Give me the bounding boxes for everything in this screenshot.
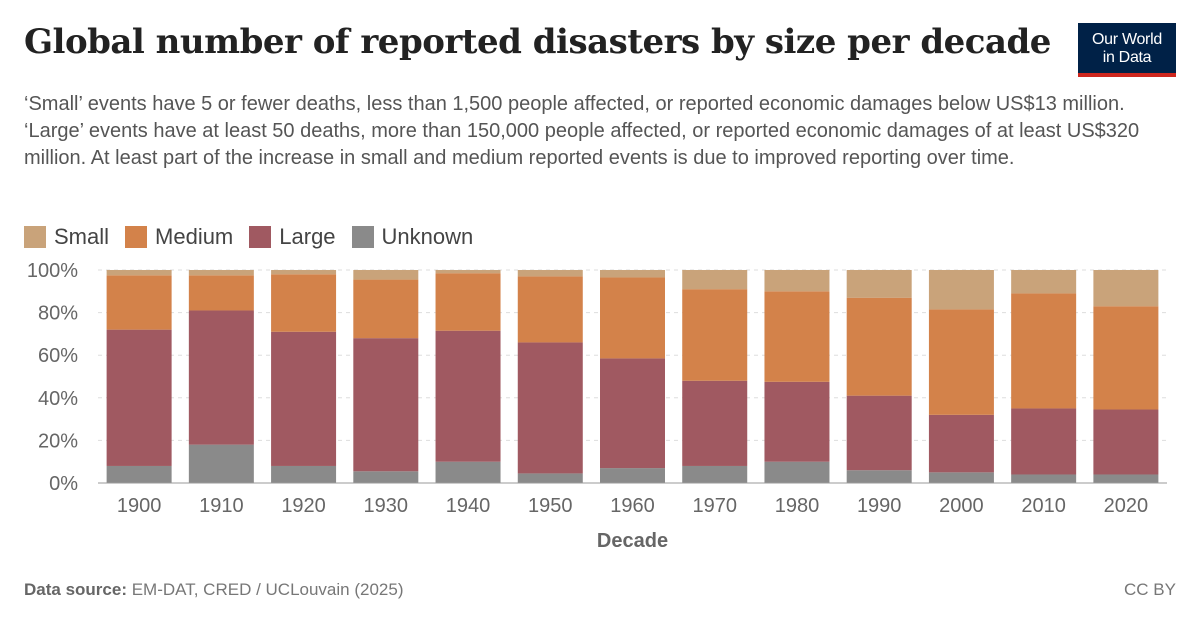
y-tick-label: 0%: [49, 473, 78, 495]
bar-segment-medium: [847, 298, 912, 396]
bar-segment-unknown: [764, 462, 829, 483]
bar-segment-small: [600, 270, 665, 277]
legend-item-unknown[interactable]: Unknown: [352, 224, 474, 250]
x-tick-label: 2000: [939, 495, 984, 517]
bar-segment-small: [929, 270, 994, 309]
bar-segment-unknown: [353, 471, 418, 483]
legend-swatch: [249, 226, 271, 248]
data-source-text[interactable]: EM-DAT, CRED / UCLouvain (2025): [132, 580, 404, 599]
y-tick-label: 100%: [27, 260, 78, 282]
x-tick-label: 1920: [281, 495, 326, 517]
bar-segment-small: [189, 270, 254, 275]
bar-segment-small: [682, 270, 747, 289]
bar-segment-medium: [107, 275, 172, 329]
bar-segment-medium: [764, 291, 829, 382]
legend-label: Large: [279, 224, 335, 250]
y-tick-label: 20%: [38, 430, 78, 452]
x-tick-label: 1950: [528, 495, 573, 517]
legend-item-medium[interactable]: Medium: [125, 224, 233, 250]
bar-segment-large: [518, 342, 583, 473]
x-tick-label: 1960: [610, 495, 655, 517]
legend-swatch: [24, 226, 46, 248]
bar-segment-small: [764, 270, 829, 291]
legend-swatch: [352, 226, 374, 248]
bar-segment-large: [929, 415, 994, 473]
bar-segment-unknown: [271, 466, 336, 483]
bar-segment-large: [107, 330, 172, 466]
bar-segment-large: [271, 332, 336, 466]
bar-segment-small: [1011, 270, 1076, 293]
bar-segment-small: [107, 270, 172, 275]
x-tick-label: 1930: [364, 495, 409, 517]
bar-segment-medium: [436, 273, 501, 331]
bar-segment-unknown: [682, 466, 747, 483]
x-tick-label: 1970: [692, 495, 737, 517]
bar-segment-medium: [600, 277, 665, 358]
bar-segment-unknown: [600, 468, 665, 483]
logo-line-2: in Data: [1078, 49, 1176, 67]
x-tick-label: 1900: [117, 495, 162, 517]
legend: Small Medium Large Unknown: [24, 224, 489, 250]
y-tick-label: 40%: [38, 388, 78, 410]
bar-segment-medium: [353, 280, 418, 339]
bar-segment-medium: [929, 309, 994, 414]
bar-segment-medium: [189, 275, 254, 310]
y-tick-label: 60%: [38, 345, 78, 367]
legend-label: Small: [54, 224, 109, 250]
bar-segment-small: [518, 270, 583, 276]
x-tick-label: 1980: [775, 495, 820, 517]
chart-subtitle: ‘Small’ events have 5 or fewer deaths, l…: [24, 91, 1164, 172]
bar-segment-unknown: [518, 473, 583, 483]
bar-segment-large: [682, 381, 747, 466]
x-tick-label: 1940: [446, 495, 491, 517]
bar-segment-medium: [518, 276, 583, 342]
bar-segment-large: [189, 310, 254, 444]
legend-label: Unknown: [382, 224, 474, 250]
bar-segment-large: [600, 358, 665, 468]
bar-segment-unknown: [189, 445, 254, 483]
x-tick-label: 1910: [199, 495, 244, 517]
bar-segment-unknown: [1011, 474, 1076, 483]
logo-line-1: Our World: [1078, 31, 1176, 49]
bar-segment-medium: [271, 274, 336, 332]
data-source: Data source: EM-DAT, CRED / UCLouvain (2…: [24, 580, 404, 600]
bar-segment-unknown: [1093, 474, 1158, 483]
bar-segment-large: [353, 338, 418, 471]
bar-segment-unknown: [436, 462, 501, 483]
bar-segment-unknown: [929, 472, 994, 483]
x-tick-label: 1990: [857, 495, 902, 517]
bar-segment-small: [271, 270, 336, 274]
chart-title: Global number of reported disasters by s…: [24, 22, 1051, 62]
bar-segment-medium: [1011, 293, 1076, 408]
owid-logo[interactable]: Our World in Data: [1078, 23, 1176, 77]
bar-segment-small: [1093, 270, 1158, 306]
data-source-label: Data source:: [24, 580, 127, 599]
bar-segment-unknown: [847, 470, 912, 483]
bar-segment-large: [1011, 408, 1076, 474]
legend-item-large[interactable]: Large: [249, 224, 335, 250]
legend-item-small[interactable]: Small: [24, 224, 109, 250]
legend-swatch: [125, 226, 147, 248]
license-label[interactable]: CC BY: [1124, 580, 1176, 600]
bar-segment-large: [436, 331, 501, 462]
y-tick-label: 80%: [38, 303, 78, 325]
bar-segment-unknown: [107, 466, 172, 483]
bar-segment-small: [436, 270, 501, 273]
stacked-bar-chart: 0% 20% 40% 60% 80% 100% 1900 1910 1920 1930 1940 19…: [0, 255, 1200, 555]
bar-segment-small: [353, 270, 418, 280]
bar-segment-medium: [1093, 306, 1158, 409]
bar-segment-small: [847, 270, 912, 298]
x-tick-label: 2020: [1104, 495, 1149, 517]
legend-label: Medium: [155, 224, 233, 250]
x-tick-label: 2010: [1021, 495, 1066, 517]
bar-segment-large: [1093, 410, 1158, 475]
bar-segment-large: [764, 382, 829, 462]
bar-segment-large: [847, 396, 912, 471]
bar-segment-medium: [682, 289, 747, 381]
x-axis-label: Decade: [597, 530, 668, 552]
